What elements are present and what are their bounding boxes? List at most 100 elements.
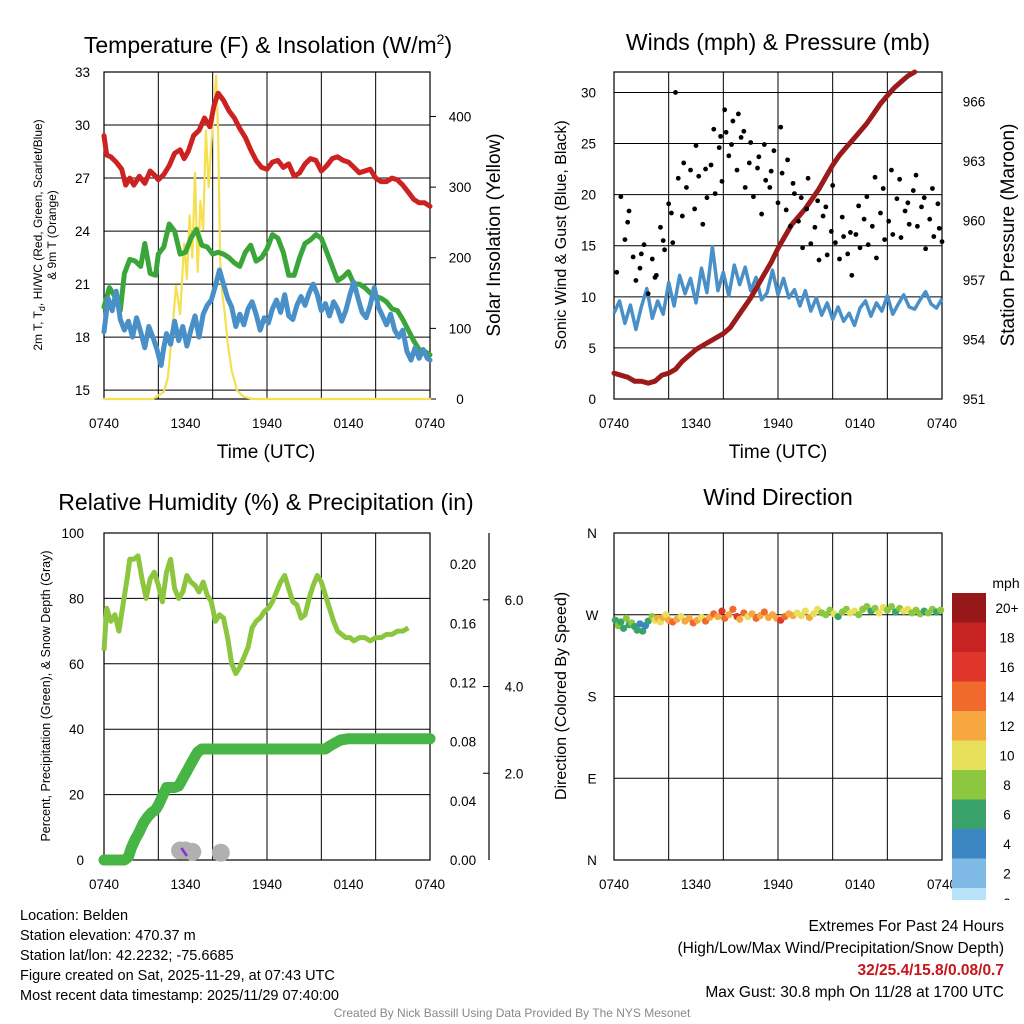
pressure-tick-label: 960 [963,214,986,229]
gust-point [796,218,801,224]
insolation-tick-label: 200 [449,251,472,266]
direction-point [875,609,883,617]
humidity-y-axis-label: Percent, Precipitation (Green), & Snow D… [39,550,53,841]
extremes-values: 32/25.4/15.8/0.08/0.7 [857,962,1004,979]
gust-point [618,194,624,200]
time-tick-label: 0740 [415,416,445,431]
colorbar-swatch [952,711,986,741]
gust-point [856,203,862,209]
gust-point [722,107,728,113]
time-tick-label: 0140 [845,416,875,431]
time-tick-label: 0140 [845,877,875,892]
pressure-y-axis-label: Station Pressure (Maroon) [998,124,1019,347]
gust-point [936,225,942,231]
gust-point [792,191,797,197]
colorbar-label: 6 [1003,807,1011,822]
gust-point [931,234,937,239]
gust-point [692,206,698,212]
colorbar-label: 4 [1003,837,1011,852]
temperature-tick-label: 30 [75,118,90,133]
gust-point [681,160,687,166]
direction-point [633,626,641,634]
gust-point [853,232,859,237]
gust-point [845,251,851,257]
gust-point [726,153,732,159]
insolation-tick-label: 300 [449,180,472,195]
winds-panel-title: Winds (mph) & Pressure (mb) [626,29,930,55]
gust-point [626,208,632,214]
colorbar-swatch [952,858,986,888]
gust-point [614,269,620,275]
gust-point [820,213,826,219]
gust-point [662,247,667,253]
colorbar-label: 20+ [996,601,1019,616]
figure-created: Figure created on Sat, 2025-11-29, at 07… [20,968,335,984]
station-info: Location: Belden Station elevation: 470.… [20,906,339,1006]
snow-depth-tick-label: 6.0 [505,593,524,608]
grid-lines [103,71,431,399]
wind-tick-label: 10 [581,290,596,305]
gust-point [673,90,678,95]
time-tick-label: 1940 [763,877,793,892]
gust-point [921,195,927,201]
gust-point [816,257,822,263]
gust-point [790,180,796,186]
temperature-tick-label: 27 [75,171,90,186]
gust-point [693,143,699,148]
gust-point [898,235,904,240]
gust-point [751,194,756,200]
gust-point [622,237,628,242]
gust-point [675,175,681,181]
wind-tick-label: 20 [581,188,596,203]
gust-point [767,185,773,190]
gust-point [759,211,764,217]
pressure-tick-label: 954 [963,333,986,348]
precip-tick-label: 0.16 [450,616,476,631]
snow-depth-tick-label: 2.0 [505,766,524,781]
gust-point [923,246,928,252]
gust-point [905,200,911,206]
direction-point [611,616,619,624]
gust-point [812,224,818,230]
gust-point [748,140,754,145]
gust-point [837,256,842,262]
direction-point [714,612,722,621]
temperature-x-axis-label: Time (UTC) [217,442,316,463]
percent-tick-label: 0 [76,853,84,868]
gust-point [735,111,741,117]
wind-direction-panel-title: Wind Direction [703,484,853,510]
colorbar-swatch [952,652,986,682]
wind-tick-label: 0 [588,392,596,407]
direction-tick-label: N [587,853,597,868]
insolation-y-axis-label: Solar Insolation (Yellow) [484,133,505,336]
gust-point [824,252,830,258]
pressure-tick-label: 963 [963,154,986,169]
gust-point [734,167,740,173]
direction-point [718,607,726,615]
gust-point [880,186,886,191]
colorbar-swatch [952,770,986,800]
extremes-block: Extremes For Past 24 Hours (High/Low/Max… [678,916,1005,1004]
gust-point [723,129,729,135]
direction-tick-label: E [587,771,596,786]
grid-lines [613,532,943,861]
direction-point [937,606,945,614]
gust-point [857,245,863,251]
gust-point [930,186,935,191]
percent-tick-label: 20 [69,788,84,803]
time-tick-label: 0740 [599,877,629,892]
gust-point [779,170,785,176]
direction-point [619,624,628,632]
time-tick-label: 0140 [333,416,363,431]
gust-point [652,274,658,280]
time-tick-label: 0740 [599,416,629,431]
colorbar-swatch [952,740,986,770]
gust-point [641,242,647,248]
gust-point [658,224,663,230]
gust-point [729,142,734,147]
gust-point [738,135,744,140]
time-tick-label: 0740 [89,877,119,892]
gust-point [841,234,846,239]
gust-point [771,148,777,154]
direction-point [622,614,630,622]
